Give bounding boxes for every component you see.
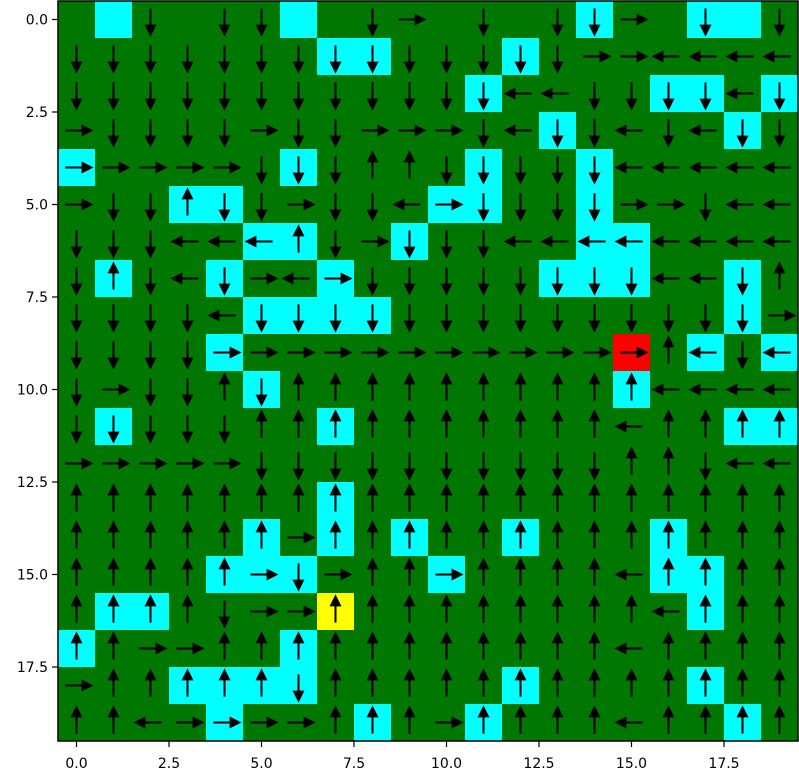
y-tick-label: 17.5 bbox=[17, 660, 48, 676]
cell-0-6 bbox=[280, 1, 318, 39]
y-tick-label: 2.5 bbox=[26, 105, 48, 121]
cell-0-12 bbox=[502, 1, 540, 39]
cell-0-3 bbox=[169, 1, 207, 39]
cell-0-10 bbox=[428, 1, 466, 39]
cell-0-16 bbox=[650, 1, 688, 39]
y-axis: 0.0 2.5 5.0 7.5 10.0 12.5 15.0 17.5 bbox=[17, 13, 58, 676]
y-tick-label: 10.0 bbox=[17, 383, 48, 399]
x-tick-label: 12.5 bbox=[523, 756, 554, 772]
policy-arrows bbox=[65, 8, 797, 734]
cell-0-0 bbox=[58, 1, 96, 39]
x-tick-label: 2.5 bbox=[158, 756, 180, 772]
y-tick-label: 15.0 bbox=[17, 568, 48, 584]
cell-0-18 bbox=[724, 1, 762, 39]
x-tick-label: 7.5 bbox=[343, 756, 365, 772]
y-tick-label: 12.5 bbox=[17, 475, 48, 491]
x-tick-label: 0.0 bbox=[65, 756, 87, 772]
y-tick-label: 7.5 bbox=[26, 290, 48, 306]
x-axis: 0.0 2.5 5.0 7.5 10.0 12.5 15.0 17.5 bbox=[65, 741, 740, 772]
x-tick-label: 10.0 bbox=[431, 756, 462, 772]
y-tick-label: 0.0 bbox=[26, 13, 48, 29]
cell-0-7 bbox=[317, 1, 355, 39]
cell-0-1 bbox=[95, 1, 133, 39]
plot-frame bbox=[57, 0, 799, 742]
x-tick-label: 17.5 bbox=[708, 756, 739, 772]
heatmap-cells bbox=[58, 1, 799, 742]
y-tick-label: 5.0 bbox=[26, 198, 48, 214]
x-tick-label: 5.0 bbox=[250, 756, 272, 772]
x-tick-label: 15.0 bbox=[616, 756, 647, 772]
